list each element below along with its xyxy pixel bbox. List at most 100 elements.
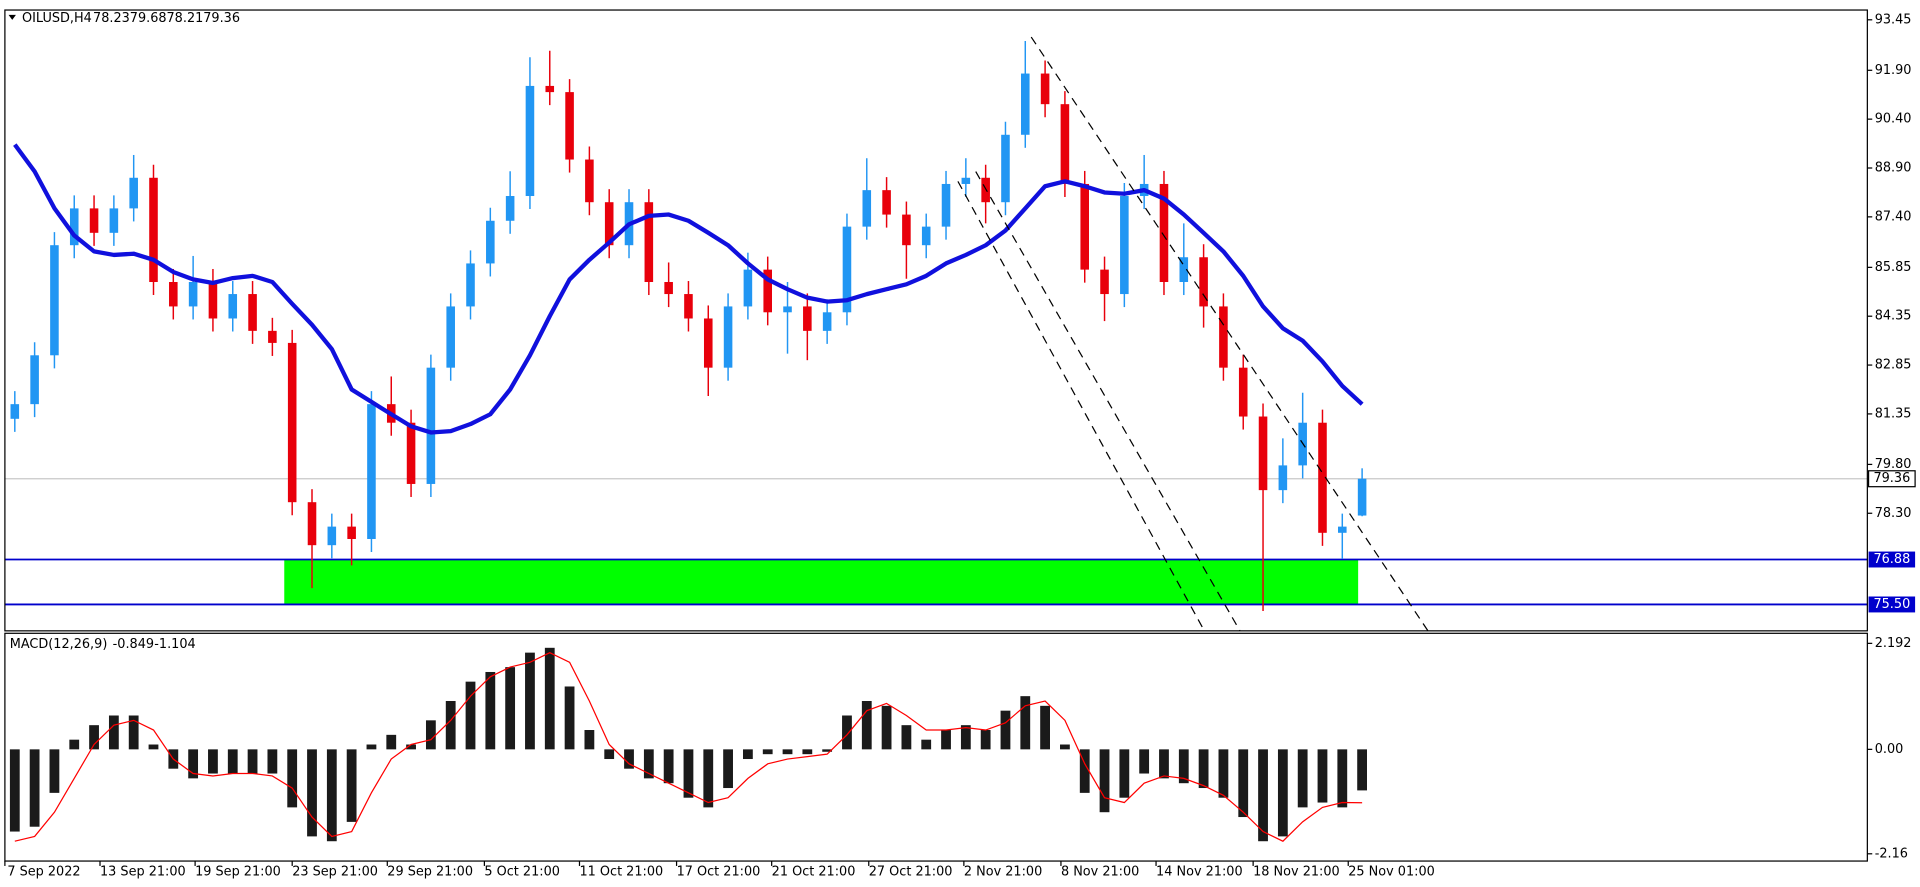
candle-body: [842, 226, 852, 313]
candle-body: [1120, 196, 1129, 295]
candle-body: [1100, 269, 1109, 295]
level-label-box: [1868, 596, 1916, 613]
macd-bar: [941, 730, 951, 750]
macd-bar: [465, 681, 476, 750]
candle-body: [664, 282, 673, 295]
main-frame: [4, 9, 1868, 632]
x-tick-label: 29 Sep 21:00: [387, 865, 473, 880]
y-tick-label: 82.85: [1875, 358, 1912, 373]
candle-body: [902, 214, 911, 246]
macd-bar: [1099, 749, 1110, 813]
candle-body: [347, 526, 356, 539]
candle-body: [406, 422, 416, 484]
ohlc-high: 79.68: [130, 11, 167, 26]
macd-bar: [1119, 749, 1130, 798]
trend-line: [1030, 36, 1429, 631]
candle-body: [149, 177, 158, 283]
last-price-box: [1867, 470, 1916, 488]
macd-bar: [89, 725, 99, 750]
macd-bar: [544, 647, 555, 750]
macd-frame: [4, 632, 1868, 862]
candle-body: [208, 282, 218, 319]
x-tick-label: 17 Oct 21:00: [677, 865, 761, 880]
x-tick-label: 14 Nov 21:00: [1156, 865, 1243, 880]
macd-y-tick-label: -2.16: [1875, 846, 1908, 861]
macd-bar: [703, 749, 714, 808]
x-tick-label: 5 Oct 21:00: [484, 865, 560, 880]
macd-bar: [842, 715, 852, 750]
y-tick-label: 84.35: [1875, 309, 1912, 324]
x-tick-label: 7 Sep 2022: [7, 865, 80, 880]
macd-bar: [861, 700, 872, 750]
x-tick-label: 19 Sep 21:00: [195, 865, 281, 880]
candle-body: [69, 208, 79, 246]
candle-body: [50, 245, 59, 356]
candle-body: [783, 306, 792, 313]
y-tick-label: 85.85: [1875, 260, 1912, 275]
macd-bar: [346, 749, 357, 822]
macd-plot: [9, 647, 1368, 842]
candle-body: [941, 183, 951, 227]
macd-bar: [624, 749, 634, 769]
macd-signal-value: -1.104: [154, 637, 195, 652]
candle-body: [565, 92, 574, 160]
candle-body: [1199, 257, 1208, 307]
candle-body: [723, 306, 733, 368]
macd-bar: [1060, 744, 1070, 750]
macd-bar: [663, 749, 674, 784]
macd-bar: [604, 749, 615, 760]
candle-body: [1318, 422, 1327, 533]
candle-body: [604, 202, 614, 246]
macd-bar: [69, 739, 80, 750]
macd-bar: [227, 749, 238, 774]
macd-bar: [1218, 749, 1229, 798]
macd-bar: [287, 749, 298, 808]
macd-bar: [247, 749, 258, 774]
macd-bar: [564, 686, 575, 750]
main-plot: [4, 36, 1868, 631]
macd-title: MACD(12,26,9): [10, 637, 108, 652]
candle-body: [545, 85, 555, 93]
candle-body: [486, 220, 495, 264]
candle-body: [505, 196, 515, 221]
ohlc-open: 78.23: [93, 11, 130, 26]
macd-bar: [128, 715, 139, 750]
x-tick-label: 21 Oct 21:00: [772, 865, 856, 880]
candle-body: [367, 404, 376, 539]
y-tick-label: 81.35: [1875, 406, 1912, 421]
x-tick-label: 18 Nov 21:00: [1253, 865, 1340, 880]
macd-bar: [188, 749, 199, 779]
macd-bar: [1178, 749, 1189, 784]
candle-body: [644, 202, 654, 283]
candle-body: [684, 294, 693, 319]
macd-bar: [1040, 705, 1050, 750]
candle-body: [426, 367, 436, 484]
y-tick-label: 78.30: [1875, 506, 1912, 521]
candle-body: [763, 269, 772, 313]
ohlc-low: 78.21: [167, 11, 204, 26]
macd-bar: [386, 734, 397, 750]
macd-bar: [445, 700, 456, 750]
candle-body: [803, 306, 812, 331]
candle-body: [921, 226, 931, 246]
candle-body: [228, 294, 238, 319]
candle-body: [862, 190, 872, 227]
menu-arrow[interactable]: [8, 14, 16, 20]
candle-body: [446, 306, 455, 368]
macd-bar: [485, 671, 496, 750]
macd-bar: [762, 749, 773, 755]
macd-bar: [148, 744, 159, 750]
x-tick-label: 23 Sep 21:00: [292, 865, 378, 880]
macd-bar: [1337, 749, 1348, 808]
macd-bar: [1020, 696, 1031, 750]
macd-bar: [1079, 749, 1090, 793]
macd-bar: [49, 749, 60, 793]
macd-bar: [406, 744, 416, 750]
macd-bar: [723, 749, 733, 789]
macd-bar: [208, 749, 218, 774]
y-tick-label: 90.40: [1875, 112, 1912, 127]
symbol-title: OILUSD,H4: [22, 11, 92, 26]
candle-body: [466, 263, 475, 307]
